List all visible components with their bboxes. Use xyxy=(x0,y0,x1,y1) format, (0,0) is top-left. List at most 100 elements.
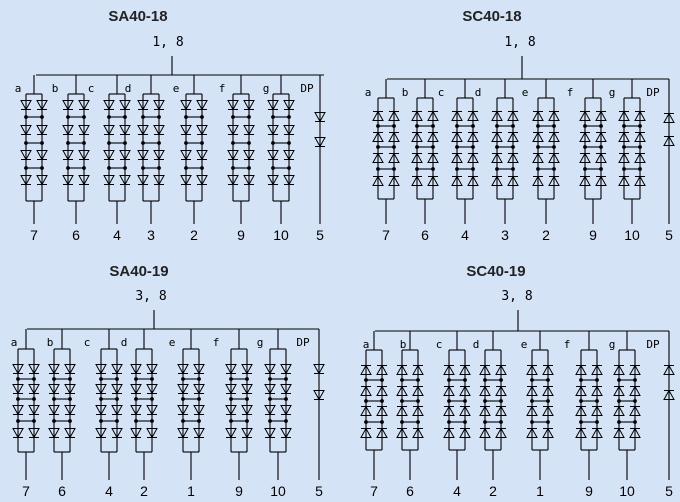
junction-dot xyxy=(247,115,251,119)
junction-dot xyxy=(287,115,291,119)
diode-symbol xyxy=(177,364,189,375)
junction-dot xyxy=(197,377,201,381)
segment-c: c4 xyxy=(438,79,479,243)
pin-number: 9 xyxy=(237,227,245,243)
diode-symbol xyxy=(491,131,503,142)
diode-symbol xyxy=(78,150,90,161)
pin-number: 4 xyxy=(113,227,121,243)
diode-symbol xyxy=(314,137,326,148)
junction-dot xyxy=(150,419,154,423)
segment-b: b6 xyxy=(52,75,90,243)
segment-dp: DP 5 xyxy=(646,79,675,243)
junction-dot xyxy=(99,397,103,401)
segment-a: a7 xyxy=(11,329,40,499)
junction-dot xyxy=(471,124,475,128)
diode-symbol xyxy=(241,405,253,416)
pin-number: 3 xyxy=(501,227,509,243)
junction-dot xyxy=(599,145,603,149)
junction-dot xyxy=(123,166,127,170)
diode-symbol xyxy=(119,175,131,186)
segment-label: g xyxy=(263,82,270,95)
pin-number: 5 xyxy=(315,483,323,499)
segment-label: f xyxy=(213,336,220,349)
diode-symbol xyxy=(177,428,189,439)
diode-symbol xyxy=(283,175,295,186)
segment-label: DP xyxy=(300,82,314,95)
diode-symbol xyxy=(663,112,675,123)
junction-dot xyxy=(546,399,550,403)
junction-dot xyxy=(66,141,70,145)
junction-dot xyxy=(530,378,534,382)
junction-dot xyxy=(583,124,587,128)
diode-symbol xyxy=(495,405,507,416)
diode-symbol xyxy=(119,150,131,161)
diode-symbol xyxy=(180,175,192,186)
junction-dot xyxy=(622,145,626,149)
junction-dot xyxy=(247,166,251,170)
diode-symbol xyxy=(360,364,372,375)
junction-dot xyxy=(284,419,288,423)
junction-dot xyxy=(416,399,420,403)
diode-symbol xyxy=(62,150,74,161)
diode-symbol xyxy=(591,364,603,375)
segment-label: c xyxy=(84,336,91,349)
diode-symbol xyxy=(103,100,115,111)
junction-dot xyxy=(376,124,380,128)
junction-dot xyxy=(380,399,384,403)
diode-symbol xyxy=(28,428,40,439)
segment-d: d3 xyxy=(475,79,519,243)
junction-dot xyxy=(415,124,419,128)
diode-symbol xyxy=(360,405,372,416)
common-pin-label: 1, 8 xyxy=(504,35,535,50)
diode-symbol xyxy=(443,385,455,396)
pin-number: 5 xyxy=(316,227,324,243)
segment-e: e2 xyxy=(173,75,208,243)
diode-symbol xyxy=(111,384,123,395)
diode-symbol xyxy=(412,405,424,416)
diode-symbol xyxy=(532,131,544,142)
segment-a: a7 xyxy=(365,79,400,243)
junction-dot xyxy=(245,397,249,401)
diode-symbol xyxy=(491,175,503,186)
diode-symbol xyxy=(283,125,295,136)
junction-dot xyxy=(197,419,201,423)
diode-symbol xyxy=(130,364,142,375)
junction-dot xyxy=(134,397,138,401)
junction-dot xyxy=(463,420,467,424)
junction-dot xyxy=(284,377,288,381)
junction-dot xyxy=(380,420,384,424)
junction-dot xyxy=(583,167,587,171)
diode-symbol xyxy=(548,152,560,163)
junction-dot xyxy=(431,145,435,149)
junction-dot xyxy=(141,115,145,119)
diode-symbol xyxy=(313,390,325,401)
segment-f: f9 xyxy=(567,79,607,243)
segment-label: b xyxy=(47,336,54,349)
diode-symbol xyxy=(396,427,408,438)
diode-symbol xyxy=(62,125,74,136)
segment-label: e xyxy=(521,338,528,351)
diode-symbol xyxy=(629,405,641,416)
junction-dot xyxy=(463,378,467,382)
diode-symbol xyxy=(283,150,295,161)
junction-dot xyxy=(364,378,368,382)
junction-dot xyxy=(16,397,20,401)
junction-dot xyxy=(499,399,503,403)
diode-symbol xyxy=(243,100,255,111)
junction-dot xyxy=(536,124,540,128)
segment-f: f9 xyxy=(564,331,603,499)
junction-dot xyxy=(66,115,70,119)
diode-symbol xyxy=(12,428,24,439)
segment-b: b6 xyxy=(47,329,76,499)
junction-dot xyxy=(141,166,145,170)
diode-symbol xyxy=(526,427,538,438)
diode-symbol xyxy=(579,131,591,142)
segment-f: f9 xyxy=(219,75,255,243)
diode-symbol xyxy=(280,405,292,416)
segment-c: c4 xyxy=(88,75,131,243)
junction-dot xyxy=(68,377,72,381)
